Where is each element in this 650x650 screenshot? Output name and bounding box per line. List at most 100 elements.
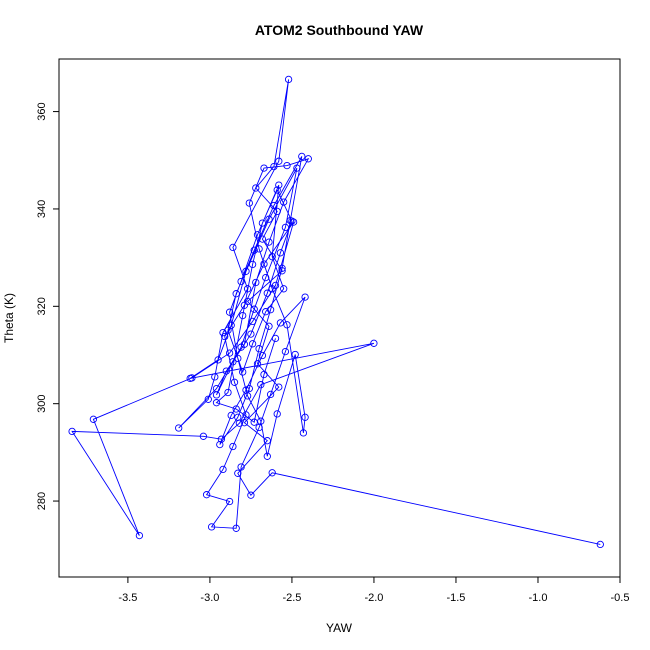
- data-point: [243, 285, 252, 293]
- data-point: [217, 435, 226, 443]
- data-point: [273, 186, 281, 194]
- data-point: [263, 289, 271, 297]
- x-tick-label: -3.5: [118, 592, 137, 604]
- data-point: [270, 201, 278, 210]
- data-point: [275, 383, 283, 391]
- data-point: [253, 231, 262, 239]
- x-tick-label: -1.5: [446, 592, 465, 604]
- data-point: [250, 418, 258, 426]
- data-point: [301, 413, 309, 421]
- data-point: [266, 306, 275, 314]
- data-point: [225, 308, 234, 316]
- data-point: [232, 405, 240, 413]
- x-axis: -3.5 -3.0 -2.5 -2.0 -1.5 -1.0 -0.5: [118, 577, 629, 604]
- data-point: [242, 267, 250, 275]
- data-point: [219, 465, 227, 474]
- data-point: [242, 411, 250, 419]
- data-point: [250, 246, 258, 254]
- data-point: [225, 349, 234, 357]
- x-tick-label: -2.0: [364, 592, 383, 604]
- data-point: [275, 157, 283, 165]
- x-tick-label: -0.5: [611, 592, 630, 604]
- data-point: [229, 243, 237, 252]
- data-point: [229, 442, 237, 451]
- data-point: [237, 277, 245, 286]
- data-point: [221, 332, 229, 341]
- data-point: [234, 413, 242, 421]
- data-point: [280, 285, 288, 293]
- data-point: [596, 540, 604, 549]
- data-point: [291, 350, 299, 359]
- x-tick-label: -3.0: [200, 592, 219, 604]
- data-point: [175, 424, 183, 432]
- data-point: [280, 198, 288, 206]
- series-layer: [68, 75, 604, 549]
- data-point: [260, 370, 268, 379]
- data-point: [239, 368, 247, 376]
- data-point: [212, 391, 221, 399]
- data-point: [247, 330, 255, 338]
- data-point: [237, 463, 245, 471]
- data-point: [281, 223, 290, 232]
- data-point: [268, 285, 276, 293]
- data-point: [250, 305, 258, 313]
- data-point: [263, 437, 271, 445]
- data-point: [258, 235, 267, 243]
- data-point: [240, 301, 249, 309]
- data-point: [202, 491, 211, 499]
- data-point: [283, 321, 291, 329]
- data-point: [232, 524, 240, 532]
- data-point: [243, 392, 252, 400]
- data-point: [252, 278, 260, 287]
- data-point: [240, 340, 249, 348]
- data-point: [298, 152, 306, 161]
- data-point: [245, 384, 253, 393]
- y-axis-label: Theta (K): [2, 293, 16, 343]
- data-point: [240, 419, 249, 427]
- data-point: [239, 311, 247, 320]
- data-point: [247, 491, 255, 499]
- data-point: [211, 373, 219, 381]
- data-point: [268, 469, 276, 477]
- data-point: [270, 162, 278, 171]
- data-point: [293, 164, 301, 172]
- y-tick-label: 300: [36, 395, 48, 413]
- data-point: [265, 322, 273, 330]
- data-point: [232, 290, 240, 298]
- data-point: [222, 367, 230, 375]
- data-point: [273, 207, 281, 216]
- plot-frame: [58, 58, 621, 578]
- data-point: [227, 411, 235, 420]
- data-point: [276, 319, 285, 327]
- data-point: [234, 469, 242, 477]
- data-point: [188, 374, 196, 382]
- data-point: [204, 395, 212, 403]
- data-point: [245, 199, 253, 207]
- data-point: [212, 399, 221, 407]
- data-point: [301, 293, 309, 301]
- data-point: [216, 440, 224, 449]
- data-point: [276, 249, 285, 257]
- data-point: [255, 345, 263, 353]
- data-point: [224, 388, 232, 397]
- data-point: [289, 218, 298, 226]
- data-point: [255, 245, 263, 253]
- data-point: [370, 339, 378, 347]
- data-point: [265, 238, 273, 246]
- data-point: [214, 356, 222, 364]
- x-axis-label: YAW: [326, 621, 353, 635]
- data-point: [258, 219, 267, 227]
- data-point: [135, 531, 144, 540]
- data-point: [262, 308, 270, 316]
- data-point: [271, 334, 280, 343]
- data-point: [281, 347, 290, 356]
- data-point: [89, 415, 98, 423]
- data-point: [248, 260, 257, 269]
- data-point: [273, 410, 281, 418]
- data-point: [252, 184, 260, 192]
- y-tick-label: 340: [36, 200, 48, 218]
- data-point: [284, 75, 293, 84]
- data-point: [225, 497, 234, 506]
- data-point: [234, 354, 242, 363]
- data-point: [260, 164, 268, 172]
